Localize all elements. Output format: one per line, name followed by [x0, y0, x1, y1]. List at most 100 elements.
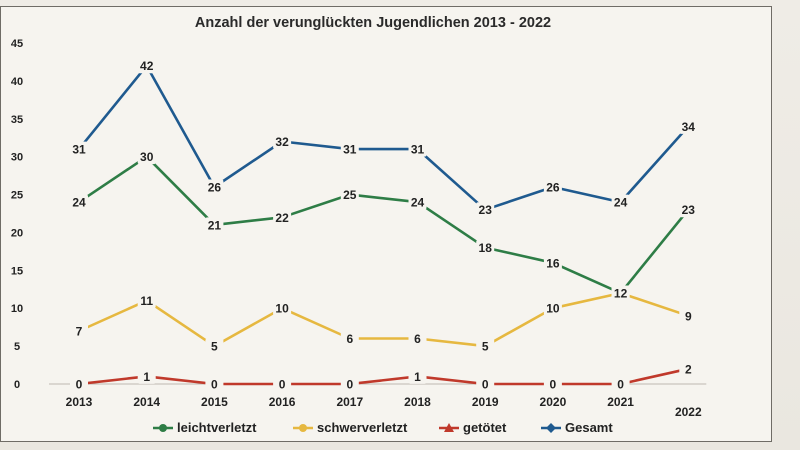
data-label-schwerverletzt: 7: [76, 324, 83, 338]
data-label-leichtverletzt: 24: [72, 196, 86, 210]
data-label-bg: [679, 361, 698, 377]
data-label-schwerverletzt: 5: [211, 340, 218, 354]
legend-label: Gesamt: [565, 420, 613, 435]
data-label-leichtverletzt: 22: [275, 211, 289, 225]
legend-item-get-tet: getötet: [439, 420, 507, 435]
x-tick-label: 2017: [336, 395, 363, 409]
data-label-bg: [408, 194, 427, 210]
x-tick-label: 2014: [133, 395, 160, 409]
y-tick-label: 20: [11, 227, 23, 239]
data-label-gesamt: 42: [140, 59, 154, 73]
legend-item-gesamt: Gesamt: [541, 420, 613, 435]
data-label-leichtverletzt: 24: [411, 196, 425, 210]
legend-marker-diamond: [546, 423, 556, 433]
data-label-gesamt: 32: [275, 135, 289, 149]
data-label-bg: [137, 293, 156, 309]
data-label-bg: [273, 300, 292, 316]
data-label-get-tet: 1: [143, 370, 150, 384]
data-label-bg: [70, 323, 88, 339]
data-label-gesamt: 26: [546, 180, 560, 194]
data-label-get-tet: 0: [482, 378, 489, 392]
y-tick-label: 35: [11, 114, 23, 126]
chart-title: Anzahl der verunglückten Jugendlichen 20…: [195, 15, 551, 31]
data-label-gesamt: 34: [682, 120, 696, 134]
data-label-gesamt: 26: [208, 180, 222, 194]
data-label-leichtverletzt: 18: [479, 241, 493, 255]
x-tick-label: 2013: [66, 395, 93, 409]
legend-marker-circle: [299, 424, 307, 432]
series-line-leichtverletzt: [77, 155, 690, 295]
legend-label: getötet: [463, 420, 507, 435]
data-label-bg: [205, 217, 224, 233]
x-tick-label: 2022: [675, 405, 702, 419]
data-label-bg: [70, 194, 88, 210]
data-label-get-tet: 0: [346, 378, 353, 392]
data-label-get-tet: 0: [550, 378, 557, 392]
y-tick-label: 15: [11, 265, 23, 277]
data-labels: 2430212225241816122371151066510129010001…: [70, 58, 698, 392]
data-label-bg: [70, 376, 88, 392]
data-label-leichtverletzt: 30: [140, 150, 154, 164]
data-label-bg: [679, 118, 698, 134]
data-label-bg: [340, 376, 359, 392]
data-label-bg: [679, 308, 698, 324]
data-label-leichtverletzt: 16: [546, 256, 560, 270]
data-label-bg: [476, 240, 495, 256]
data-label-bg: [70, 141, 88, 157]
y-tick-label: 25: [11, 190, 23, 202]
y-tick-label: 40: [11, 76, 23, 88]
data-label-bg: [408, 331, 427, 347]
data-label-gesamt: 23: [479, 203, 493, 217]
data-label-get-tet: 0: [617, 378, 624, 392]
data-label-bg: [679, 202, 698, 218]
data-label-bg: [137, 149, 156, 165]
data-label-bg: [476, 376, 495, 392]
legend-marker-triangle: [444, 423, 454, 432]
data-label-schwerverletzt: 6: [346, 332, 353, 346]
data-label-get-tet: 0: [76, 378, 83, 392]
data-label-bg: [611, 194, 630, 210]
data-label-schwerverletzt: 11: [140, 294, 153, 308]
legend-item-leichtverletzt: leichtverletzt: [153, 420, 257, 435]
y-tick-label: 30: [11, 152, 23, 164]
data-label-get-tet: 0: [211, 378, 218, 392]
x-tick-label: 2018: [404, 395, 431, 409]
data-label-bg: [476, 338, 495, 354]
x-tick-label: 2021: [607, 395, 634, 409]
data-label-schwerverletzt: 5: [482, 340, 489, 354]
data-label-get-tet: 1: [414, 370, 421, 384]
data-label-bg: [340, 331, 359, 347]
data-label-gesamt: 31: [72, 143, 86, 157]
line-chart: Anzahl der verunglückten Jugendlichen 20…: [11, 15, 707, 435]
data-label-bg: [205, 179, 224, 195]
data-label-schwerverletzt: 10: [275, 302, 289, 316]
y-tick-label: 0: [14, 379, 20, 391]
x-tick-label: 2015: [201, 395, 228, 409]
data-label-schwerverletzt: 9: [685, 309, 692, 323]
data-label-bg: [273, 134, 292, 150]
data-label-schwerverletzt: 6: [414, 332, 421, 346]
data-label-bg: [137, 368, 156, 384]
series-line-gesamt: [77, 64, 690, 211]
y-tick-label: 5: [14, 341, 20, 353]
data-label-bg: [205, 376, 224, 392]
data-label-leichtverletzt: 23: [682, 203, 696, 217]
y-tick-label: 45: [11, 38, 23, 50]
data-label-gesamt: 31: [411, 143, 425, 157]
data-label-get-tet: 2: [685, 362, 692, 376]
chart-frame: Anzahl der verunglückten Jugendlichen 20…: [0, 6, 772, 442]
data-label-bg: [543, 255, 562, 271]
data-label-bg: [611, 376, 630, 392]
x-tick-label: 2019: [472, 395, 499, 409]
legend-label: schwerverletzt: [317, 420, 408, 435]
legend-label: leichtverletzt: [177, 420, 257, 435]
legend-marker-circle: [159, 424, 167, 432]
data-label-bg: [543, 300, 562, 316]
x-tick-label: 2020: [540, 395, 567, 409]
data-label-gesamt: 24: [614, 196, 628, 210]
data-label-gesamt: 31: [343, 143, 357, 157]
data-label-bg: [340, 141, 359, 157]
data-label-bg: [408, 141, 427, 157]
